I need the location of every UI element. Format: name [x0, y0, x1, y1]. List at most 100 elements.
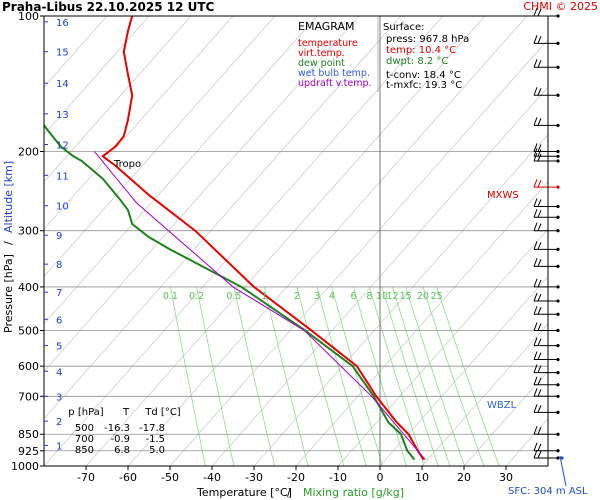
wind-barb-flag [533, 143, 538, 152]
mixing-ratio-label: 12 [386, 291, 398, 302]
wind-barb-flag [537, 293, 542, 302]
wind-barb-flag [537, 149, 542, 157]
wind-barb-flag [537, 144, 542, 152]
levels-table-cell: 700 [75, 434, 94, 445]
altitude-tick-label: 10 [56, 202, 69, 213]
wind-barb-dot [556, 229, 560, 233]
isotherm-line [44, 16, 150, 135]
mixing-ratio-label: 8 [366, 291, 372, 302]
wind-barb-dot [556, 154, 560, 158]
y-axis-title-2: Altitude [km] [2, 161, 15, 233]
chart-header-title: Praha-Libus 22.10.2025 12 UTC [2, 0, 215, 14]
wind-barb-flag [533, 278, 538, 288]
isotherm-line [44, 16, 276, 278]
y-axis-separator: / [2, 241, 15, 245]
isotherm-line [44, 16, 192, 183]
chart-title: EMAGRAM [298, 20, 355, 33]
wind-barb-flag [533, 222, 538, 231]
mixing-ratio-line [405, 286, 465, 466]
levels-table-cell: 850 [75, 445, 94, 456]
levels-table-header: Td [°C] [144, 407, 181, 418]
isotherm-line [547, 465, 548, 466]
wind-barb-flag [533, 449, 538, 459]
levels-table-cell: -17.8 [139, 423, 165, 434]
x-tick-label: -20 [287, 471, 305, 484]
isotherm-line [44, 16, 360, 372]
pressure-tick-label: 850 [18, 428, 39, 441]
pressure-tick-label: 1000 [11, 460, 39, 473]
isotherm-line [127, 16, 528, 466]
tconv-label: t-conv: 18.4 °C [386, 70, 461, 81]
altitude-tick-label: 13 [56, 110, 69, 121]
mixing-ratio-label: 3 [314, 291, 320, 302]
surface-wind-marker [559, 455, 567, 487]
mixing-ratio-line [369, 286, 425, 466]
pressure-tick-label: 100 [18, 10, 39, 23]
mixing-ratio-line [196, 286, 235, 466]
x-tick-label: -50 [161, 471, 179, 484]
wind-barb-dot [556, 65, 560, 69]
wind-barb-flag [537, 365, 542, 373]
wind-barb-flag [537, 377, 542, 385]
altitude-tick-label: 16 [56, 18, 69, 29]
mixing-ratio-line [381, 286, 439, 466]
isotherm-line [44, 16, 444, 466]
x-tick-label: -30 [245, 471, 263, 484]
wind-barb-dot [556, 312, 560, 316]
wind-barb-dot [556, 449, 560, 453]
wind-barb-dot [556, 357, 560, 362]
wind-barb-flag [533, 404, 538, 413]
isotherm-line [253, 133, 548, 466]
wind-barb-flag [537, 242, 542, 250]
wind-barb-flag [533, 388, 538, 397]
wind-barb-flag [533, 198, 538, 207]
isotherm-line [295, 181, 548, 466]
mixing-ratio-label: 0.1 [163, 291, 178, 302]
wind-barb-dot [556, 123, 560, 127]
altitude-tick-label: 11 [56, 171, 69, 182]
wind-barb-dot [556, 264, 560, 268]
wind-barb-flag [537, 443, 542, 451]
wind-barb-flag [537, 8, 542, 17]
tropopause-label: Tropo [113, 159, 141, 170]
mixing-ratio-label: 6 [351, 291, 357, 302]
isotherm-line [337, 228, 548, 466]
levels-table-cell: -1.5 [145, 434, 165, 445]
x-tick-label: 30 [499, 471, 513, 484]
wind-barb-flag [537, 338, 542, 346]
series-line-dew-point [44, 123, 416, 461]
surface-value: temp: 10.4 °C [386, 45, 456, 56]
plot-frame [43, 15, 549, 467]
wind-barb-dot [556, 370, 560, 375]
wind-barb-dot [556, 159, 560, 163]
legend-entry: virt.temp. [298, 48, 345, 59]
wind-barb-dot [556, 285, 560, 289]
series-line-temperature [101, 16, 425, 461]
wind-barb-flag [537, 60, 542, 68]
wind-barb-flag [537, 199, 542, 207]
altitude-tick-label: 8 [56, 260, 62, 271]
isotherm-line [44, 16, 108, 88]
wind-barb-flag [533, 426, 538, 435]
isotherm-line [169, 39, 548, 466]
mxws-label: MXWS [487, 190, 519, 201]
isotherm-line [463, 370, 548, 466]
mixing-ratio-line [296, 286, 345, 466]
x-tick-label: -40 [203, 471, 221, 484]
altitude-tick-label: 5 [56, 342, 62, 353]
surface-value: press: 967.8 hPa [386, 34, 469, 45]
wind-barb-flag [533, 209, 538, 218]
mixing-ratio-line [263, 286, 309, 466]
wind-barb-flag [537, 259, 542, 267]
legend-entry: dew point [298, 58, 345, 69]
wind-barb-flag [533, 376, 538, 385]
pressure-tick-label: 300 [18, 225, 39, 238]
isotherm-line [590, 16, 600, 466]
wind-barb-flag [533, 337, 538, 346]
levels-table-cell: -16.3 [104, 423, 130, 434]
altitude-tick-label: 7 [56, 288, 62, 299]
wind-barb-flag [533, 178, 538, 188]
mixing-ratio-line [233, 286, 276, 466]
isotherm-line [505, 418, 548, 466]
pressure-tick-label: 925 [18, 445, 39, 458]
